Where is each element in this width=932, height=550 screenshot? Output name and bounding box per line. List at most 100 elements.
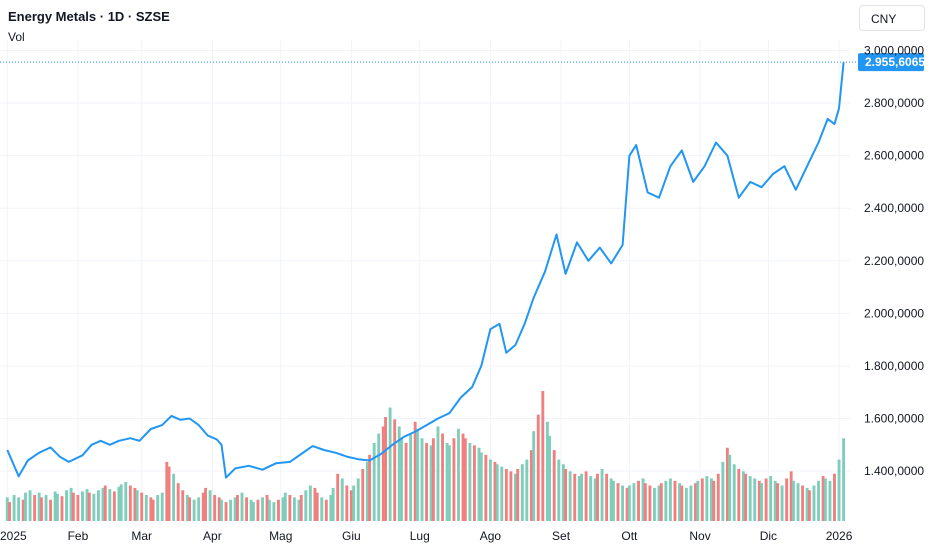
y-tick-label: 2.200,0000 [864, 254, 924, 268]
x-tick-label: Mar [131, 529, 152, 543]
volume-bar [493, 461, 497, 521]
volume-bar [807, 490, 811, 521]
y-tick-label: 1.800,0000 [864, 359, 924, 373]
volume-bar [156, 495, 160, 521]
volume-bar [108, 489, 112, 521]
volume-bar [509, 471, 513, 521]
volume-bar [741, 471, 745, 521]
y-tick-label: 1.600,0000 [864, 411, 924, 425]
volume-bar [340, 478, 344, 521]
volume-bar [780, 485, 784, 521]
x-tick-label: Ago [480, 529, 502, 543]
volume-bar [272, 502, 276, 521]
volume-bar [447, 445, 451, 521]
volume-bar [409, 433, 413, 521]
x-tick-label: Mag [269, 529, 292, 543]
volume-bar [468, 443, 472, 521]
volume-bar [71, 492, 75, 521]
volume-bar [441, 433, 444, 521]
volume-bar [659, 483, 663, 521]
volume-bar [529, 450, 533, 521]
volume-bar [429, 445, 433, 521]
volume-bar [397, 426, 401, 521]
volume-bar [144, 495, 148, 521]
volume-bar [356, 478, 360, 521]
x-tick-label: Giu [342, 529, 361, 543]
volume-bar [479, 452, 483, 521]
volume-bar [324, 499, 328, 521]
volume-bar [28, 490, 32, 521]
volume-bar [757, 480, 761, 521]
volume-bar [577, 476, 581, 521]
volume-bar [461, 433, 465, 521]
volume-bar [292, 497, 296, 521]
currency-button[interactable]: CNY [859, 5, 925, 31]
volume-bar [737, 469, 741, 521]
volume-bar [605, 473, 609, 521]
volume-bar [188, 497, 192, 521]
volume-bar [140, 492, 144, 521]
volume-bar [352, 485, 356, 521]
volume-bar [372, 443, 376, 521]
volume-bar [764, 478, 768, 521]
volume-bar [600, 469, 604, 521]
volume-bar [837, 459, 841, 521]
x-tick-label: 2026 [826, 529, 853, 543]
volume-bar [817, 480, 820, 521]
volume-bar [261, 497, 264, 521]
volume-bar [245, 497, 248, 521]
volume-bar [609, 478, 613, 521]
volume-bar [235, 495, 239, 521]
volume-bar [657, 485, 661, 521]
volume-bar [425, 443, 429, 521]
y-tick-label: 2.000,0000 [864, 306, 924, 320]
volume-bar [365, 461, 369, 521]
volume-bar [76, 495, 80, 521]
volume-bar [361, 469, 365, 521]
volume-bar [748, 476, 752, 521]
volume-bar [368, 454, 372, 521]
volume-bar [208, 490, 212, 521]
volume-bar [545, 421, 549, 521]
volume-bar [796, 483, 800, 521]
volume-bar [8, 502, 11, 521]
volume-bar [320, 497, 324, 521]
volume-bar [785, 478, 789, 521]
volume-bar [135, 490, 139, 521]
volume-bar [176, 483, 180, 521]
volume-bar [404, 443, 408, 521]
volume-bar [151, 499, 155, 521]
volume-bar [452, 438, 456, 521]
volume-bar [769, 476, 773, 521]
volume-bar [580, 473, 583, 521]
volume-bar [117, 486, 121, 521]
volume-bar [684, 487, 688, 521]
volume-bar [85, 489, 89, 521]
volume-bar [596, 473, 599, 521]
x-tick-label: Lug [410, 529, 430, 543]
volume-bar [297, 499, 301, 521]
volume-bar [101, 487, 105, 521]
x-tick-label: Dic [760, 529, 777, 543]
volume-bar [716, 473, 720, 521]
volume-bar [55, 493, 59, 521]
volume-bar [112, 491, 116, 521]
volume-bar [833, 473, 836, 521]
x-tick-label: Nov [689, 529, 710, 543]
volume-bar [593, 478, 597, 521]
y-tick-label: 2.600,0000 [864, 149, 924, 163]
volume-bar [181, 490, 185, 521]
volume-bar [725, 447, 729, 521]
volume-bar [124, 482, 128, 521]
volume-bar [60, 496, 64, 521]
volume-bar [805, 487, 809, 521]
volume-bar [160, 492, 164, 521]
volume-bar [229, 499, 233, 521]
volume-bar [69, 487, 73, 521]
volume-bar [776, 483, 779, 521]
volume-bar [536, 414, 540, 521]
volume-bar [616, 483, 620, 521]
volume-bar [5, 497, 9, 521]
volume-bar [488, 459, 492, 521]
